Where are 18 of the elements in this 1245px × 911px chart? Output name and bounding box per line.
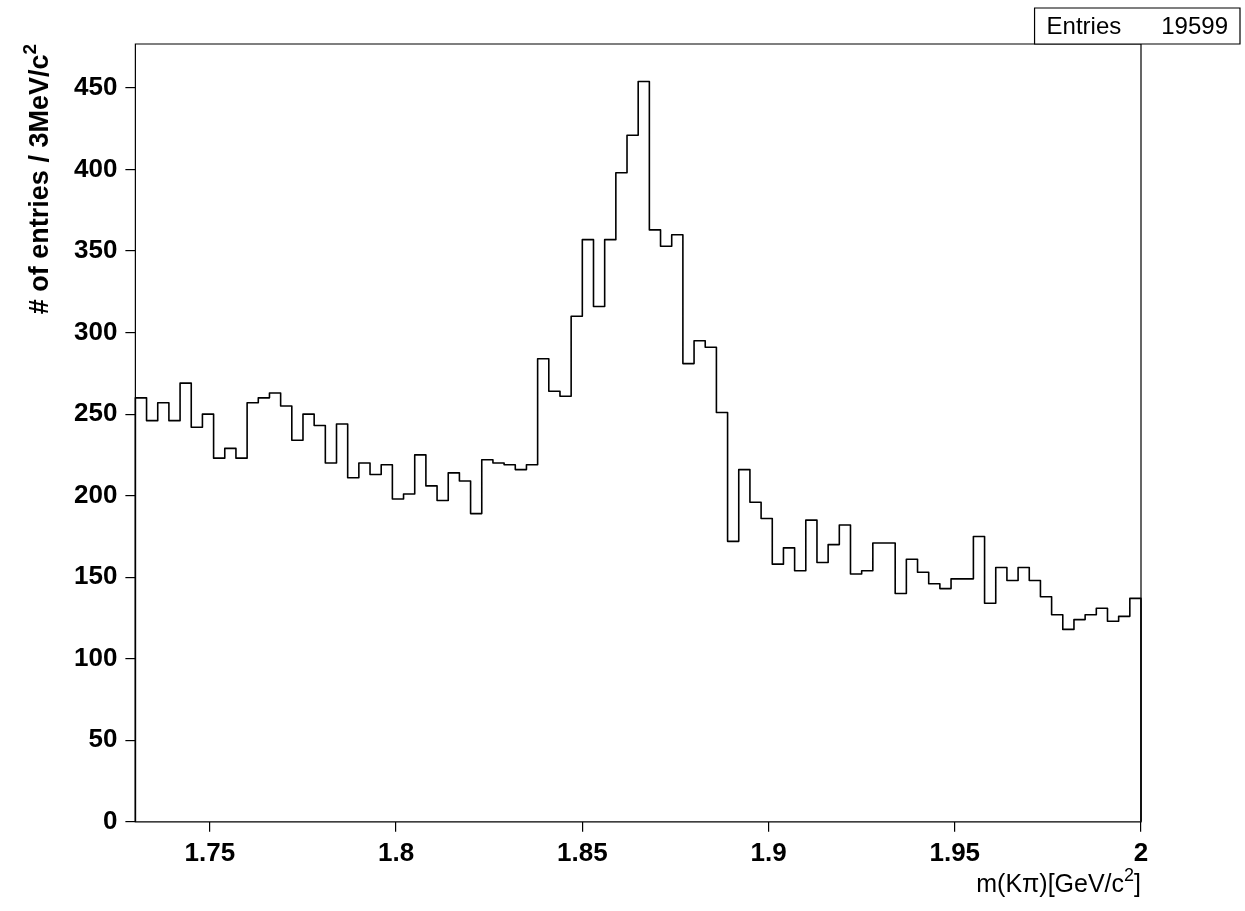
y-tick-label: 350 [73,234,118,265]
x-tick-label: 1.75 [184,836,236,867]
y-tick-label: 0 [102,804,118,835]
text: Entries 19599 [1046,11,1229,39]
y-tick-label: 100 [73,641,118,672]
y-tick-label: 50 [88,723,118,754]
x-tick-label: 1.8 [378,836,415,867]
x-tick-label: 1.85 [557,836,608,867]
x-tick-label: 2 [1133,836,1149,867]
y-axis-title: # of entries / 3MeV/c2 [18,43,54,315]
y-tick-label: 250 [73,397,118,428]
y-tick-label: 300 [73,315,118,346]
y-tick-label: 450 [73,71,118,102]
y-tick-label: 150 [73,560,118,591]
x-tick-label: 1.95 [929,836,981,867]
y-tick-label: 400 [73,152,118,183]
y-tick-label: 200 [73,478,118,509]
x-tick-label: 1.9 [750,836,787,867]
